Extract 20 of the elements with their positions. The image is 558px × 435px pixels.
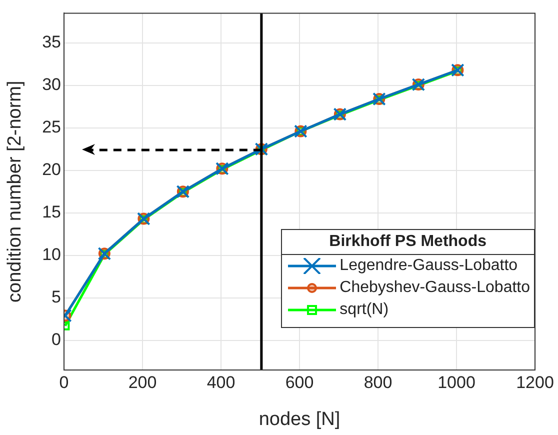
x-tick-label: 1000 [438, 372, 476, 392]
x-tick-label: 200 [128, 372, 157, 392]
y-tick-label: 0 [52, 330, 61, 349]
legend-label: sqrt(N) [340, 301, 389, 319]
x-tick-label: 1200 [516, 372, 554, 392]
y-tick-label: 15 [42, 202, 61, 222]
x-axis-title: nodes [N] [258, 408, 340, 430]
legend-label: Legendre-Gauss-Lobatto [340, 257, 518, 275]
y-tick-label: 5 [52, 287, 61, 306]
legend-title: Birkhoff PS Methods [282, 230, 534, 255]
y-tick-label: 10 [42, 245, 61, 264]
legend-label: Chebyshev-Gauss-Lobatto [340, 279, 530, 297]
y-tick-label: 25 [42, 118, 61, 137]
y-tick-label: 35 [42, 32, 61, 52]
x-tick-label: 400 [206, 372, 236, 392]
y-tick-label: 30 [42, 75, 61, 94]
x-tick-label: 600 [285, 372, 314, 392]
y-tick-label: 20 [42, 160, 61, 180]
x-tick-label: 800 [364, 372, 392, 392]
y-axis-title: condition number [2-norm] [4, 80, 26, 302]
